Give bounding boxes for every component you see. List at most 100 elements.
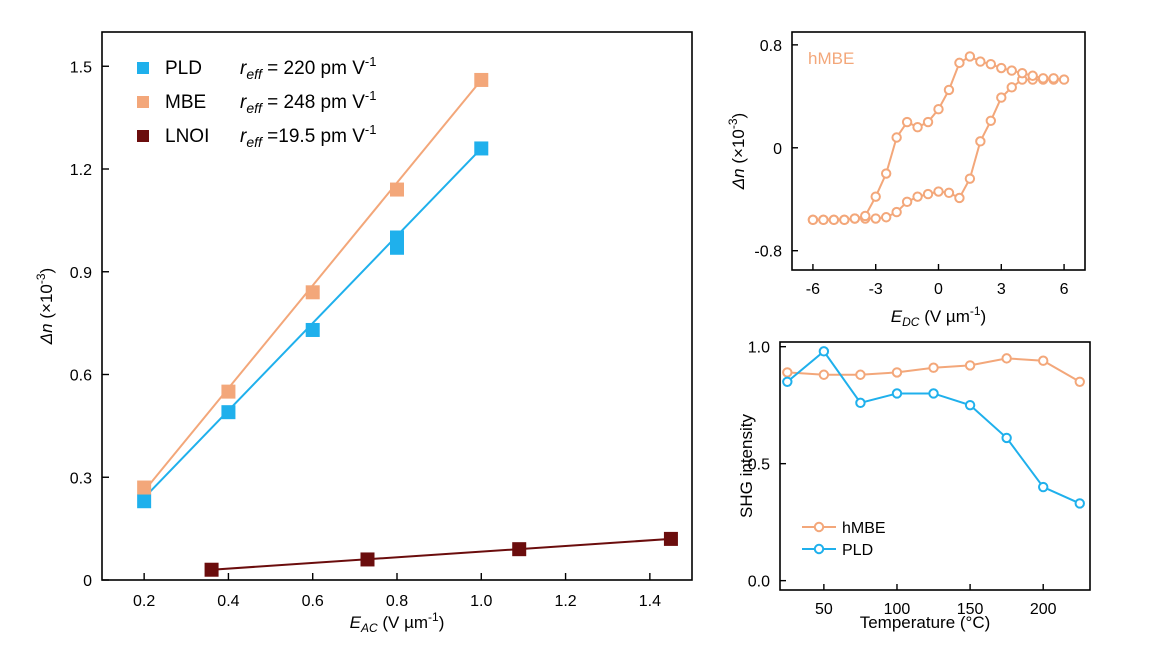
hysteresis-point [1027, 70, 1038, 81]
legend-label-pld: PLD [842, 542, 873, 559]
hysteresis-point [985, 115, 997, 126]
y-axis-title: Δn (×10-3) [34, 268, 56, 345]
y-tick-label: 0.0 [748, 574, 770, 591]
y-tick-label: 0.6 [70, 368, 92, 385]
reff-symbol: r [240, 58, 247, 79]
y-axis-title: SHG intensity [737, 414, 756, 518]
y-axis-title-symbol: Δn [37, 323, 56, 345]
reff-superscript: -1 [365, 88, 377, 103]
fit-line-lnoi [211, 537, 671, 571]
hysteresis-point [901, 116, 913, 128]
x-tick-label: 0.4 [217, 593, 239, 610]
series-point-pld [818, 346, 830, 357]
legend-swatch-lnoi [137, 130, 149, 142]
shg-plot-frame [779, 341, 1091, 591]
series-point-pld [782, 376, 793, 387]
hysteresis-point [922, 188, 934, 200]
legend-reff-mbe: reff = 248 pm V-1 [240, 88, 376, 116]
y-tick-label: 0.9 [70, 265, 92, 282]
hysteresis-point [975, 136, 986, 147]
hysteresis-point [1006, 65, 1017, 76]
reff-subscript: eff [246, 100, 264, 116]
hysteresis-point [996, 62, 1007, 74]
hysteresis-point [975, 56, 986, 67]
hysteresis-point [943, 187, 955, 199]
x-axis-title-symbol: E [891, 307, 903, 326]
x-axis-title: EDC (V µm-1) [891, 304, 986, 329]
x-axis-title-close: ) [439, 613, 445, 632]
series-point-pld [1001, 432, 1012, 444]
hysteresis-point [996, 92, 1007, 103]
data-point-pld [305, 322, 320, 337]
x-tick-label: 0 [934, 281, 943, 298]
hysteresis-point [849, 213, 860, 224]
series-point-mbe [1074, 376, 1085, 387]
x-axis-title: EAC (V µm-1) [350, 610, 445, 635]
hysteresis-point [922, 116, 934, 128]
hysteresis-point [954, 192, 965, 204]
hysteresis-point [901, 196, 913, 208]
y-axis-title-symbol: Δn [729, 168, 748, 190]
y-axis-title-superscript: -3 [726, 118, 740, 129]
y-tick-label: 0.8 [760, 38, 782, 55]
hysteresis-point [870, 191, 881, 202]
legend-swatch-pld [137, 62, 149, 74]
y-tick-label: 0.5 [748, 457, 770, 474]
data-point-pld [390, 230, 404, 245]
data-point-mbe [137, 480, 152, 495]
series-point-mbe [782, 367, 793, 378]
x-tick-label: -6 [806, 281, 820, 298]
x-tick-label: 0.2 [133, 593, 155, 610]
y-axis-title-unit: (×10 [37, 284, 56, 323]
hysteresis-point [1058, 74, 1070, 85]
x-tick-label: -3 [869, 281, 883, 298]
series-point-mbe [964, 360, 976, 371]
x-axis-title: Temperature (°C) [860, 613, 991, 632]
hysteresis-point [964, 51, 976, 62]
hysteresis-point [1017, 67, 1028, 79]
x-axis-title-close: ) [981, 307, 987, 326]
legend-marker-mbe [813, 521, 825, 533]
series-point-pld [1074, 498, 1085, 509]
shg-chart: 50 100 150 200 0.0 0.5 1.0 Temperature (°C) SHG … [737, 340, 1091, 632]
data-point-pld [221, 405, 236, 420]
hysteresis-point [943, 84, 955, 96]
data-point-pld [137, 494, 152, 509]
y-axis-title: Δn (×10-3) [726, 113, 748, 190]
hysteresis-point [891, 206, 902, 218]
reff-superscript: -1 [365, 122, 377, 137]
hysteresis-point [912, 191, 923, 202]
y-tick-label: -0.8 [754, 244, 782, 261]
series-point-pld [964, 399, 976, 411]
y-axis-title-unit: (×10 [729, 129, 748, 168]
data-point-lnoi [663, 531, 678, 546]
series-point-mbe [1001, 353, 1012, 364]
series-point-mbe [928, 362, 939, 373]
legend-label-mbe: hMBE [842, 520, 886, 537]
hysteresis-point [880, 168, 892, 179]
hysteresis-point [807, 214, 819, 226]
data-point-mbe [221, 384, 236, 399]
hysteresis-point [828, 214, 840, 226]
x-tick-label: 6 [1060, 281, 1069, 298]
reff-value: =19.5 pm V [262, 126, 365, 147]
y-axis-title-superscript: -3 [34, 273, 48, 284]
x-axis-title-symbol: E [350, 613, 362, 632]
hysteresis-point [860, 210, 871, 222]
legend-reff-lnoi: reff =19.5 pm V-1 [240, 122, 376, 150]
x-axis-title-subscript: DC [902, 315, 920, 329]
series-point-pld [855, 397, 866, 409]
legend-reff-pld: reff = 220 pm V-1 [240, 54, 376, 82]
reff-symbol: r [240, 126, 247, 147]
hysteresis-point [891, 132, 902, 143]
y-axis-title-close: ) [729, 113, 748, 119]
hysteresis-annotation: hMBE [808, 49, 854, 68]
x-tick-label: 1.4 [639, 593, 661, 610]
x-tick-label: 100 [884, 601, 911, 618]
reff-value: = 220 pm V [262, 58, 365, 79]
series-point-mbe [855, 369, 866, 380]
data-point-mbe [305, 285, 320, 300]
x-tick-label: 1.0 [470, 593, 492, 610]
y-tick-label: 0 [83, 573, 92, 590]
